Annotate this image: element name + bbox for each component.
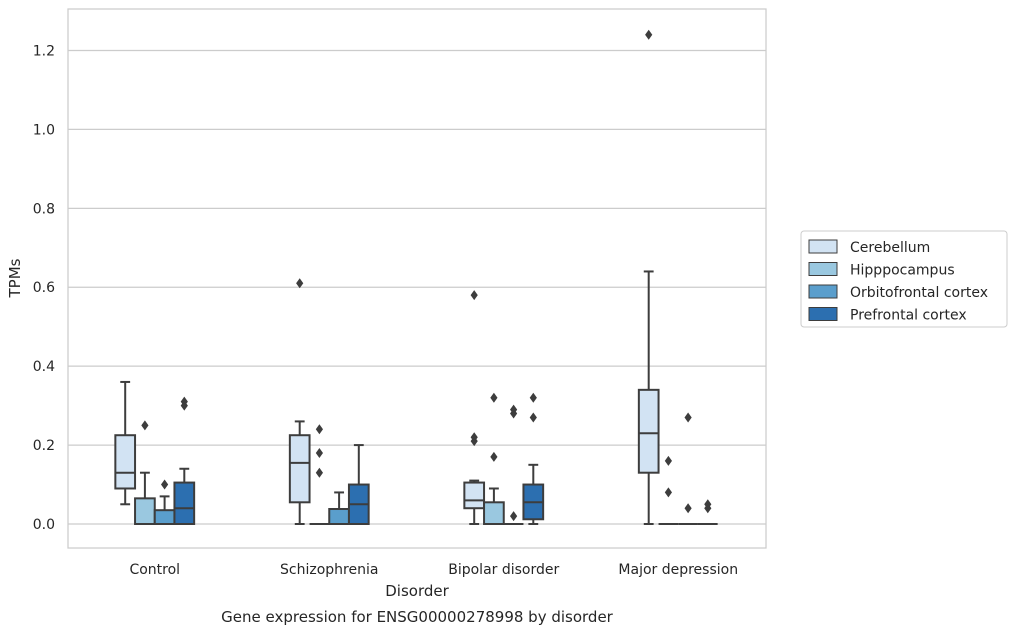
legend: Cerebellum Hipppocampus Orbitofrontal cort… (800, 230, 1008, 328)
x-tick-label: Control (129, 562, 180, 578)
outlier-point (704, 499, 712, 510)
legend-label: Prefrontal cortex (850, 308, 967, 324)
box-cerebellum (114, 380, 137, 506)
legend-swatch (808, 307, 838, 321)
box-hipppocampus (658, 455, 679, 525)
box-prefrontal-cortex (347, 444, 370, 526)
box-iqr (134, 497, 156, 526)
outlier-point (645, 29, 653, 40)
box-orbitofrontal-cortex (503, 404, 524, 525)
box-iqr (328, 508, 350, 525)
outlier-point (529, 392, 537, 403)
y-tick-label: 0.4 (33, 359, 55, 375)
outlier-point (529, 412, 537, 423)
box-prefrontal-cortex (522, 392, 545, 525)
outlier-point (296, 278, 304, 289)
x-tick-label: Bipolar disorder (448, 562, 559, 578)
x-tick-label: Schizophrenia (280, 562, 378, 578)
outlier-point (141, 420, 149, 431)
y-tick-label: 0.6 (33, 280, 55, 296)
outlier-point (315, 447, 323, 458)
legend-swatch (808, 239, 838, 254)
outlier-point (315, 424, 323, 435)
box-cerebellum (288, 278, 311, 525)
box-iqr (483, 501, 505, 525)
outlier-point (510, 511, 518, 522)
outlier-point (470, 290, 478, 301)
box-hipppocampus (309, 424, 330, 525)
plot-area-frame (67, 8, 767, 549)
y-axis-ticks: 0.0 0.2 0.4 0.6 0.8 1.0 1.2 (33, 43, 55, 533)
legend-frame (800, 230, 1008, 328)
legend-label: Cerebellum (850, 240, 930, 256)
y-tick-label: 1.0 (33, 122, 55, 138)
box-hipppocampus (483, 392, 505, 525)
box-iqr (153, 509, 176, 525)
y-tick-label: 1.2 (33, 43, 55, 59)
box-cerebellum (463, 290, 486, 525)
box-prefrontal-cortex (173, 396, 196, 525)
outlier-point (470, 432, 478, 443)
x-axis-label: Disorder (385, 582, 449, 600)
box-cerebellum (637, 29, 660, 525)
legend-label: Orbitofrontal cortex (850, 285, 988, 301)
box-iqr (463, 481, 486, 510)
legend-swatch (808, 262, 838, 276)
gridlines (68, 49, 766, 525)
y-tick-label: 0.8 (33, 201, 55, 217)
box-iqr (173, 481, 196, 525)
outlier-point (161, 479, 169, 490)
box-prefrontal-cortex (697, 499, 718, 525)
outlier-point (180, 396, 188, 407)
boxplot-marks (114, 29, 718, 526)
box-hipppocampus (134, 420, 156, 526)
chart-caption: Gene expression for ENSG00000278998 by d… (221, 608, 614, 626)
box-iqr (637, 388, 660, 474)
outlier-point (490, 392, 498, 403)
legend-swatch (808, 284, 838, 299)
box-orbitofrontal-cortex (678, 412, 698, 525)
y-tick-label: 0.2 (33, 438, 55, 454)
x-tick-label: Major depression (618, 562, 738, 578)
outlier-point (664, 487, 672, 498)
legend-label: Hipppocampus (850, 263, 955, 279)
box-orbitofrontal-cortex (153, 479, 176, 525)
box-iqr (288, 434, 311, 504)
outlier-point (684, 412, 692, 423)
y-axis-label: TPMs (6, 258, 24, 298)
outlier-point (315, 467, 323, 478)
box-iqr (114, 434, 137, 490)
x-axis-ticks: Control Schizophrenia Bipolar disorder Majo… (129, 562, 738, 578)
outlier-point (684, 503, 692, 514)
outlier-point (490, 451, 498, 462)
y-tick-label: 0.0 (33, 517, 55, 533)
box-orbitofrontal-cortex (328, 491, 350, 525)
outlier-point (664, 455, 672, 466)
outlier-point (510, 404, 518, 415)
